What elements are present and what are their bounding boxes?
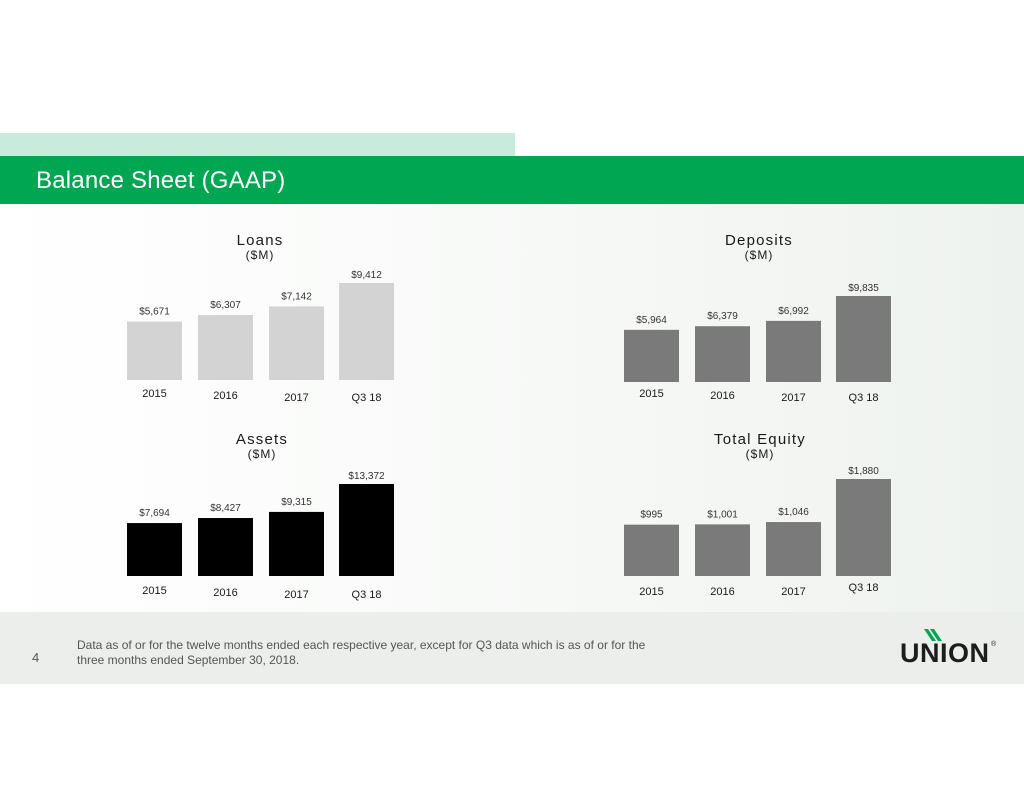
- loans-bar-q3-18: [339, 283, 394, 380]
- loans-chart-subtitle: ($M): [246, 248, 275, 262]
- deposits-category-label-2015: 2015: [639, 388, 663, 400]
- deposits-value-label-q3-18: $9,835: [848, 283, 879, 294]
- page-title: Balance Sheet (GAAP): [36, 167, 286, 194]
- total-equity-value-label-2016: $1,001: [707, 509, 738, 520]
- footnote-line-2: three months ended September 30, 2018.: [77, 653, 300, 667]
- deposits-category-label-q3-18: Q3 18: [849, 392, 879, 404]
- total-equity-category-label-2017: 2017: [781, 586, 805, 598]
- total-equity-bar-2017: [766, 522, 821, 576]
- assets-value-label-2017: $9,315: [281, 497, 312, 508]
- footnote: Data as of or for the twelve months ende…: [77, 638, 677, 668]
- loans-value-label-2016: $6,307: [210, 300, 241, 311]
- loans-value-label-2015: $5,671: [139, 307, 170, 318]
- assets-category-label-q3-18: Q3 18: [352, 589, 382, 601]
- deposits-chart-title: Deposits: [725, 232, 793, 249]
- deposits-category-label-2016: 2016: [710, 390, 734, 402]
- loans-category-label-2015: 2015: [142, 388, 166, 400]
- loans-category-label-2016: 2016: [213, 390, 237, 402]
- total-equity-category-label-2016: 2016: [710, 586, 734, 598]
- page-number: 4: [32, 650, 40, 665]
- deposits-value-label-2016: $6,379: [707, 311, 738, 322]
- total-equity-category-label-2015: 2015: [639, 586, 663, 598]
- total-equity-bar-q3-18: [836, 479, 891, 576]
- total-equity-value-label-q3-18: $1,880: [848, 466, 879, 477]
- assets-bar-2017: [269, 511, 324, 576]
- total-equity-value-label-2017: $1,046: [778, 507, 809, 518]
- assets-bar-2015: [127, 523, 182, 576]
- logo-wordmark: UNION: [900, 638, 990, 668]
- footnote-line-1: Data as of or for the twelve months ende…: [77, 638, 646, 652]
- assets-category-label-2017: 2017: [284, 589, 308, 601]
- assets-chart-subtitle: ($M): [248, 447, 277, 461]
- assets-category-label-2015: 2015: [142, 585, 166, 597]
- loans-bar-2017: [269, 306, 324, 380]
- title-bar: [0, 156, 1024, 204]
- assets-category-label-2016: 2016: [213, 587, 237, 599]
- total-equity-chart-subtitle: ($M): [746, 447, 775, 461]
- deposits-chart-subtitle: ($M): [745, 248, 774, 262]
- footer-area: [0, 612, 1024, 684]
- deposits-bar-2017: [766, 320, 821, 382]
- loans-category-label-q3-18: Q3 18: [352, 392, 382, 404]
- logo-mark-icon: [924, 629, 942, 641]
- total-equity-value-label-2015: $995: [640, 510, 663, 521]
- deposits-value-label-2017: $6,992: [778, 306, 809, 317]
- deposits-bar-2016: [695, 326, 750, 382]
- assets-value-label-q3-18: $13,372: [348, 471, 385, 482]
- assets-bar-q3-18: [339, 484, 394, 576]
- assets-value-label-2015: $7,694: [139, 508, 170, 519]
- total-equity-category-label-q3-18: Q3 18: [849, 582, 879, 594]
- deposits-category-label-2017: 2017: [781, 392, 805, 404]
- loans-category-label-2017: 2017: [284, 392, 308, 404]
- loans-bar-2016: [198, 315, 253, 380]
- assets-bar-2016: [198, 518, 253, 576]
- total-equity-bar-2016: [695, 524, 750, 576]
- loans-bar-2015: [127, 321, 182, 380]
- assets-value-label-2016: $8,427: [210, 503, 241, 514]
- top-accent-strip: [0, 133, 515, 156]
- deposits-bar-q3-18: [836, 296, 891, 382]
- loans-value-label-q3-18: $9,412: [351, 270, 382, 281]
- union-logo: UNION ®: [900, 628, 1000, 668]
- total-equity-chart-title: Total Equity: [714, 431, 806, 448]
- assets-chart-title: Assets: [236, 431, 288, 448]
- deposits-bar-2015: [624, 329, 679, 382]
- loans-value-label-2017: $7,142: [281, 291, 312, 302]
- loans-chart-title: Loans: [237, 232, 284, 249]
- total-equity-bar-2015: [624, 524, 679, 576]
- logo-registered-mark: ®: [991, 641, 997, 648]
- deposits-value-label-2015: $5,964: [636, 315, 667, 326]
